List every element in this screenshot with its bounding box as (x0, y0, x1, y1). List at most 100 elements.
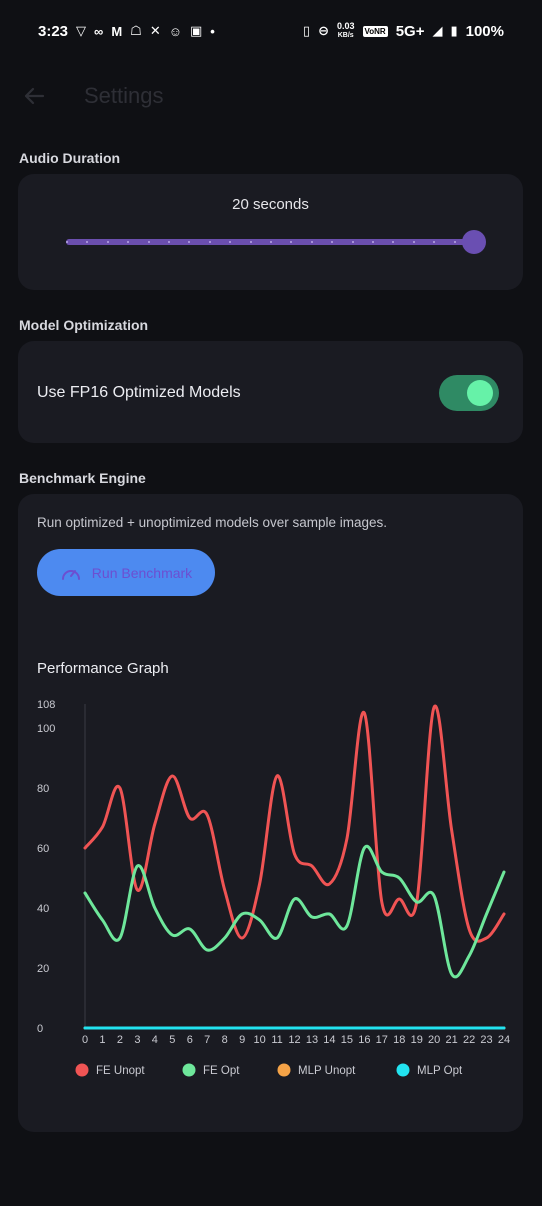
signal-icon: ◢ (432, 23, 443, 38)
audio-duration-value: 20 seconds (232, 196, 309, 213)
benchmark-engine-label: Benchmark Engine (19, 470, 146, 486)
y-tick-label: 0 (37, 1023, 43, 1035)
reddit-icon: ☺ (168, 23, 182, 39)
x-tick-label: 8 (222, 1034, 228, 1046)
status-bar: 3:23 ▽ ∞ M ☖ ✕ ☺ ▣ • ▯ ⊖ 0.03 KB/s VoNR … (0, 0, 542, 62)
app-icon: ▣ (190, 23, 203, 38)
slider-tick (351, 241, 354, 243)
slider-tick (229, 241, 232, 243)
y-tick-label: 100 (37, 723, 55, 735)
slider-tick (392, 241, 395, 243)
speedometer-icon (61, 569, 80, 580)
x-tick-label: 19 (411, 1034, 423, 1046)
legend-marker (182, 1063, 196, 1077)
slider-tick (188, 241, 191, 243)
vibrate-icon: ▯ (302, 23, 311, 38)
x-tick-label: 11 (271, 1034, 282, 1046)
audio-duration-label: Audio Duration (19, 150, 121, 166)
x-tick-label: 15 (341, 1034, 353, 1046)
x-tick-label: 4 (152, 1034, 158, 1046)
toggle-knob (467, 380, 493, 406)
network-speed-value: 0.03 (336, 21, 355, 31)
run-benchmark-button[interactable]: Run Benchmark (37, 549, 215, 596)
slider-thumb[interactable] (462, 230, 486, 254)
slider-tick (433, 241, 436, 243)
x-tick-label: 6 (187, 1034, 193, 1046)
slider-tick (168, 241, 170, 243)
back-button[interactable] (14, 76, 54, 116)
x-tick-label: 24 (498, 1034, 510, 1046)
fp16-toggle[interactable] (439, 375, 499, 411)
network-speed: 0.03 KB/s (337, 22, 355, 40)
x-tick-label: 10 (253, 1034, 265, 1046)
y-tick-label: 80 (37, 783, 49, 795)
x-tick-label: 5 (169, 1034, 175, 1046)
legend-marker (277, 1063, 291, 1077)
app-bar: Settings (0, 70, 542, 122)
status-right: ▯ ⊖ 0.03 KB/s VoNR 5G+ ◢ ▮ 100% (303, 22, 504, 40)
battery-icon: ▮ (450, 23, 458, 38)
y-tick-label: 60 (37, 843, 49, 855)
slider-tick (66, 241, 68, 243)
x-tick-label: 20 (428, 1034, 440, 1046)
x-tick-label: 7 (204, 1034, 210, 1046)
x-tick-label: 2 (117, 1034, 123, 1046)
myntra-icon: M (111, 23, 123, 39)
page-title: Settings (84, 83, 164, 108)
model-optimization-label: Model Optimization (19, 317, 149, 333)
graph-title: Performance Graph (37, 660, 169, 677)
slider-tick (86, 241, 89, 243)
glasses-icon: ∞ (94, 23, 104, 39)
status-time: 3:23 (38, 22, 69, 40)
slider-tick (453, 241, 456, 243)
slider-tick (290, 241, 293, 243)
ghost-icon: ☖ (130, 23, 142, 38)
x-tick-label: 17 (376, 1034, 388, 1046)
x-tick-label: 3 (134, 1034, 140, 1046)
legend-label: FE Unopt (96, 1065, 145, 1077)
x-tick-label: 16 (358, 1034, 370, 1046)
legend-label: MLP Opt (417, 1065, 463, 1077)
series-line-fe-unopt (83, 704, 506, 943)
battery-percent: 100% (465, 22, 504, 40)
y-tick-label: 20 (37, 963, 49, 975)
slider-tick (372, 241, 374, 243)
vpn-icon: ▽ (76, 23, 87, 38)
x-tick-label: 18 (393, 1034, 405, 1046)
arrow-left-icon (24, 87, 45, 105)
x-tick-label: 13 (306, 1034, 318, 1046)
benchmark-description: Run optimized + unoptimized models over … (37, 515, 388, 530)
fp16-toggle-label: Use FP16 Optimized Models (37, 384, 241, 401)
x-tick-label: 9 (239, 1034, 245, 1046)
x-tick-label: 21 (446, 1034, 458, 1046)
benchmark-card: Run optimized + unoptimized models over … (18, 494, 523, 1132)
slider-tick (208, 241, 211, 243)
slider-tick (310, 241, 313, 243)
run-benchmark-label: Run Benchmark (91, 564, 193, 581)
legend-label: FE Opt (203, 1065, 240, 1077)
audio-duration-card: 20 seconds (18, 174, 523, 290)
x-tick-label: 22 (463, 1034, 475, 1046)
network-type: 5G+ (395, 22, 425, 40)
y-tick-label: 108 (37, 699, 55, 711)
slider-tick (270, 241, 272, 243)
series-line-fe-opt (83, 844, 506, 979)
status-left: 3:23 ▽ ∞ M ☖ ✕ ☺ ▣ • (38, 23, 215, 40)
slider-tick (331, 241, 334, 243)
slider-tick (106, 241, 109, 243)
network-speed-unit: KB/s (337, 32, 354, 39)
slider-tick (249, 241, 252, 243)
slider-tick (127, 241, 130, 243)
volte-badge: VoNR (362, 25, 388, 37)
dnd-icon: ⊖ (318, 23, 329, 38)
model-optimization-card: Use FP16 Optimized Models (18, 341, 523, 443)
x-tick-label: 1 (99, 1034, 105, 1046)
legend-marker (396, 1063, 410, 1077)
slider-tick (412, 241, 415, 243)
legend-label: MLP Unopt (298, 1065, 356, 1077)
y-tick-label: 40 (37, 903, 49, 915)
legend-marker (75, 1063, 89, 1077)
x-tick-label: 0 (82, 1034, 88, 1046)
audio-duration-slider[interactable] (66, 230, 486, 254)
